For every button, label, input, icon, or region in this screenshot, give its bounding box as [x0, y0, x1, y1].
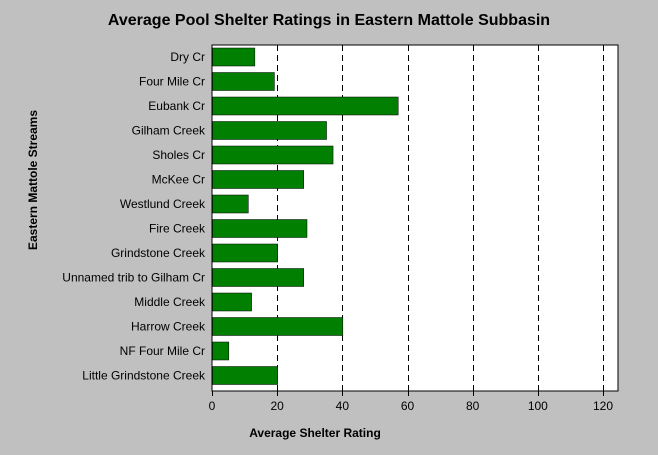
- x-tick-label-120: 120: [593, 399, 613, 413]
- bar-westlund-creek: [212, 194, 249, 214]
- bar-grindstone-creek: [212, 243, 278, 263]
- category-label-four-mile-cr: Four Mile Cr: [139, 75, 205, 89]
- bar-eubank-cr: [212, 96, 399, 116]
- x-axis-title: Average Shelter Rating: [249, 426, 381, 440]
- category-label-gilham-creek: Gilham Creek: [132, 124, 206, 138]
- bar-nf-four-mile-cr: [212, 341, 230, 361]
- category-label-fire-creek: Fire Creek: [149, 222, 206, 236]
- category-label-little-grindstone-creek: Little Grindstone Creek: [82, 369, 206, 383]
- x-tick-label-20: 20: [270, 399, 284, 413]
- category-label-unnamed-trib-to-gilham-cr: Unnamed trib to Gilham Cr: [62, 271, 205, 285]
- category-label-harrow-creek: Harrow Creek: [131, 320, 206, 334]
- bars: [212, 47, 399, 385]
- category-label-dry-cr: Dry Cr: [170, 50, 205, 64]
- x-ticks: 0 20 40 60 80 100 120: [209, 391, 613, 413]
- x-tick-label-80: 80: [466, 399, 480, 413]
- bar-sholes-cr: [212, 145, 334, 165]
- x-tick-label-0: 0: [209, 399, 216, 413]
- bar-middle-creek: [212, 292, 252, 312]
- x-tick-label-40: 40: [336, 399, 350, 413]
- bar-fire-creek: [212, 219, 308, 238]
- x-tick-label-100: 100: [528, 399, 548, 413]
- bar-four-mile-cr: [212, 72, 275, 91]
- bar-little-grindstone-creek: [212, 366, 278, 385]
- bar-mckee-cr: [212, 170, 304, 189]
- chart-title: Average Pool Shelter Ratings in Eastern …: [107, 12, 551, 29]
- category-labels: Dry Cr Four Mile Cr Eubank Cr Gilham Creek S…: [62, 50, 206, 383]
- bar-dry-cr: [212, 47, 256, 67]
- category-label-sholes-cr: Sholes Cr: [152, 148, 205, 162]
- category-label-westlund-creek: Westlund Creek: [120, 197, 206, 211]
- category-label-grindstone-creek: Grindstone Creek: [111, 246, 206, 260]
- category-label-mckee-cr: McKee Cr: [152, 173, 205, 187]
- category-label-eubank-cr: Eubank Cr: [148, 99, 205, 113]
- category-label-middle-creek: Middle Creek: [134, 295, 206, 309]
- x-tick-label-60: 60: [401, 399, 415, 413]
- bar-unnamed-trib-to-gilham-cr: [212, 268, 304, 287]
- category-label-nf-four-mile-cr: NF Four Mile Cr: [120, 344, 205, 358]
- bar-gilham-creek: [212, 121, 327, 140]
- grid-lines: [277, 45, 604, 391]
- bar-harrow-creek: [212, 317, 344, 336]
